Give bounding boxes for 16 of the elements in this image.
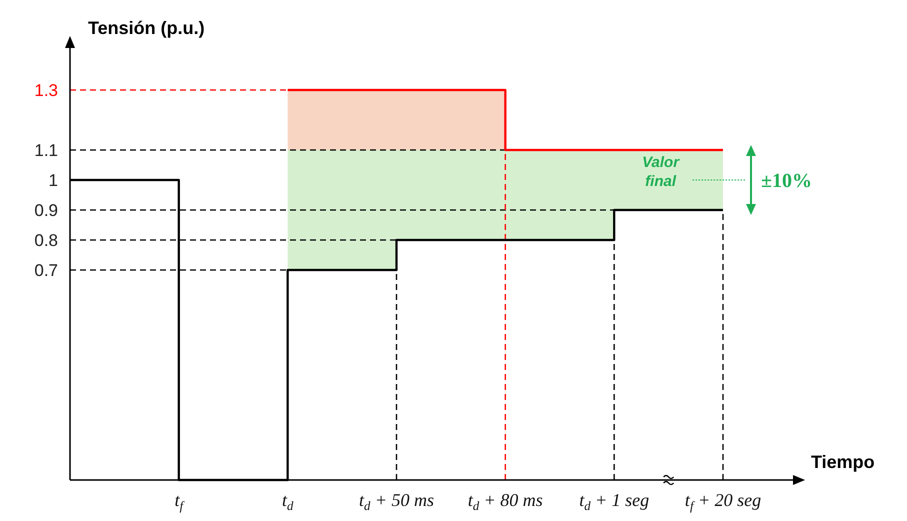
annotation: Valor final xyxy=(642,154,680,190)
y-tick-label: 1.3 xyxy=(34,81,58,100)
x-axis-title: Tiempo xyxy=(811,452,875,472)
y-tick-label: 1 xyxy=(48,171,58,190)
x-tick-label: t$_{d}$ + 1 seg xyxy=(579,490,650,513)
x-tick-label: t$_{d}$ + 80 ms xyxy=(468,490,543,513)
y-tick-label: 0.7 xyxy=(34,261,58,280)
y-tick-label: 1.1 xyxy=(34,141,58,160)
x-tick-label: t$_{d}$ + 50 ms xyxy=(359,490,434,513)
y-tick-label: 0.9 xyxy=(34,201,58,220)
y-tick-label: 0.8 xyxy=(34,231,58,250)
x-tick-label: t$_{f}$ + 20 seg xyxy=(684,490,762,513)
x-tick-label: t$_{f}$ xyxy=(174,490,185,513)
y-axis-title: Tensión (p.u.) xyxy=(88,18,205,38)
annotation: ±10% xyxy=(761,170,812,192)
x-tick-label: t$_{d}$ xyxy=(282,490,294,513)
